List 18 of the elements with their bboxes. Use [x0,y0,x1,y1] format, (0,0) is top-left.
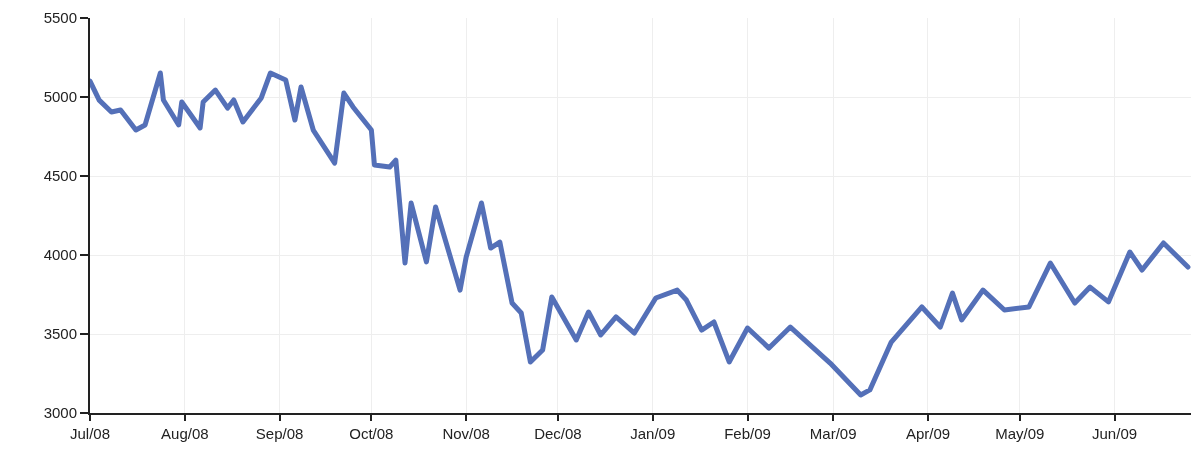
x-tick-label: Oct/08 [349,425,394,442]
x-tick-label: Sep/08 [255,425,304,442]
x-tick-label: Mar/09 [809,425,857,442]
x-tick-label: Aug/08 [161,425,209,442]
x-tick-label: Dec/08 [534,425,582,442]
x-tick-label: May/09 [995,425,1045,442]
y-tick-label: 3000 [43,404,77,422]
x-tick-label: Feb/09 [724,425,771,442]
x-tick-label: Apr/09 [905,425,951,442]
y-tick-label: 3500 [43,325,77,343]
x-tick-label: Jan/09 [630,425,676,442]
y-tick-label: 4500 [43,167,77,185]
x-tick-label: Jun/09 [1092,425,1138,442]
x-tick-label: Nov/08 [442,425,490,442]
x-tick-label: Jul/08 [69,425,111,442]
y-tick-label: 4000 [43,246,77,264]
y-tick-label: 5500 [43,9,77,27]
y-tick-label: 5000 [43,88,77,106]
